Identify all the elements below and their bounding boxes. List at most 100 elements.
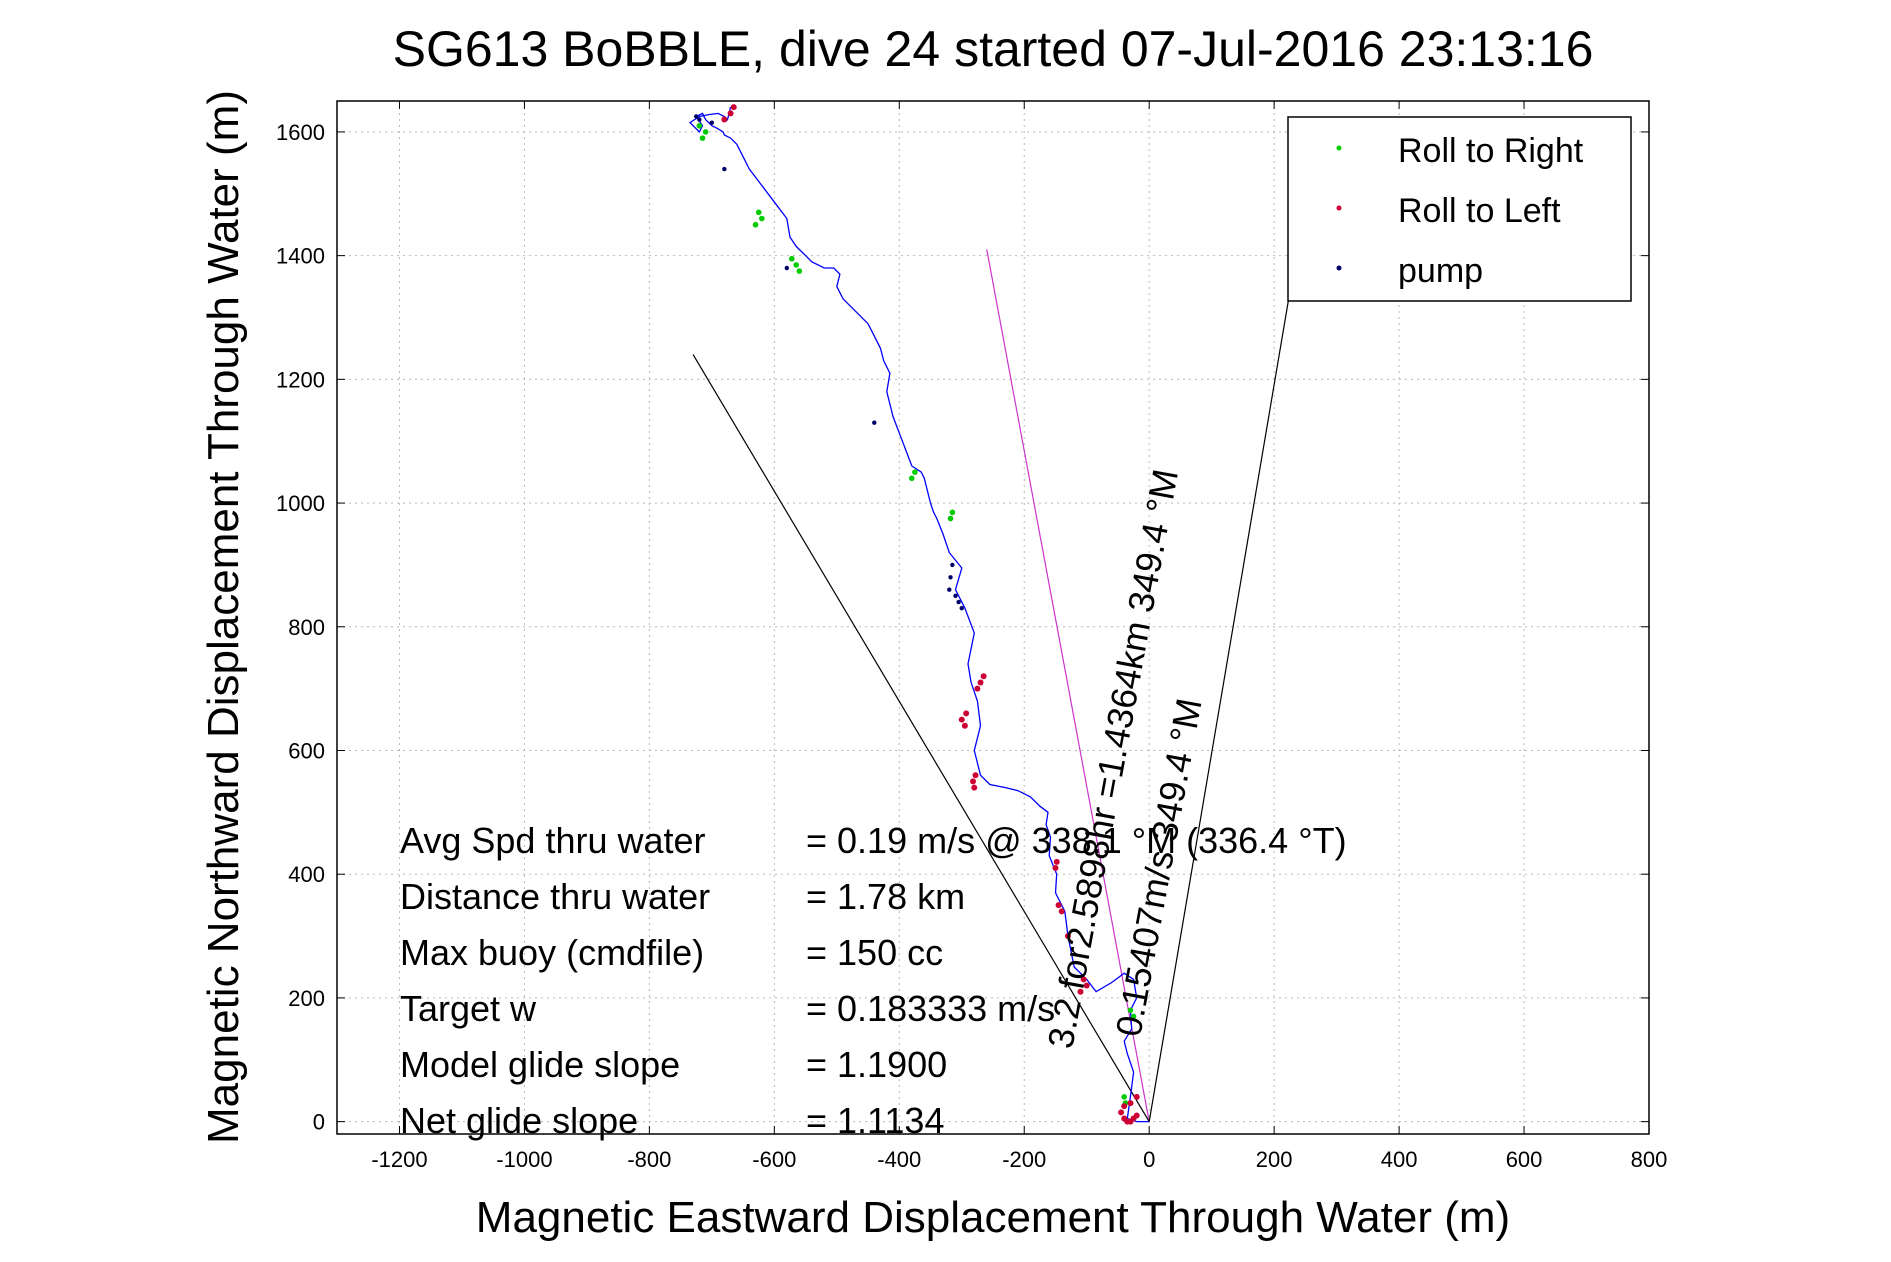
- stat-value: = 1.78 km: [806, 876, 965, 917]
- y-axis-ticks: 0 200 400 600 800 1000 1200 1400 1600: [276, 120, 1649, 1135]
- y-tick-label: 200: [288, 986, 325, 1011]
- stat-label: Avg Spd thru water: [400, 820, 706, 861]
- x-tick-label: -1000: [496, 1147, 552, 1172]
- roll-left-point: [1058, 908, 1065, 915]
- marker-points: [694, 104, 1140, 1125]
- pump-point: [694, 114, 699, 119]
- roll-left-point: [961, 722, 968, 729]
- x-tick-label: -800: [627, 1147, 671, 1172]
- roll-right-point: [699, 135, 706, 141]
- envelope-left: [692, 354, 1150, 1122]
- y-tick-label: 1600: [276, 120, 325, 145]
- roll-right-point: [759, 215, 765, 222]
- legend-items: Roll to Right Roll to Left pump: [1336, 132, 1584, 290]
- pump-point: [948, 575, 953, 580]
- pump-point: [953, 593, 958, 599]
- roll-left-point: [980, 673, 987, 680]
- reference-lines: [692, 249, 1297, 1122]
- legend-box: [1287, 116, 1632, 302]
- x-axis-label: Magnetic Eastward Displacement Through W…: [476, 1193, 1510, 1242]
- pump-point: [947, 587, 952, 592]
- roll-left-point: [1052, 865, 1059, 872]
- legend-marker: [1336, 265, 1342, 271]
- legend-label: Roll to Left: [1398, 192, 1561, 230]
- legend-label: pump: [1398, 252, 1483, 290]
- x-tick-label: 800: [1631, 1147, 1668, 1172]
- roll-left-point: [958, 716, 965, 723]
- envelope-right: [1148, 255, 1297, 1122]
- roll-left-point: [971, 784, 978, 791]
- roll-left-point: [1064, 933, 1071, 940]
- x-tick-label: 600: [1506, 1147, 1543, 1172]
- pump-point: [784, 265, 790, 271]
- roll-right-point: [1127, 1007, 1134, 1014]
- stat-label: Model glide slope: [400, 1044, 680, 1085]
- roll-left-point: [727, 110, 734, 117]
- x-axis-ticks: -1200 -1000 -800 -600 -400 -200 0 200 400 600 800: [371, 101, 1667, 1172]
- legend-marker: [1336, 205, 1342, 211]
- roll-left-point: [977, 679, 984, 686]
- roll-left-point: [730, 104, 737, 111]
- roll-left-point: [1133, 1093, 1140, 1100]
- x-tick-label: 0: [1143, 1147, 1155, 1172]
- roll-left-point: [963, 710, 970, 717]
- roll-left-point: [1053, 858, 1060, 865]
- roll-left-point: [1080, 976, 1087, 983]
- y-tick-label: 1000: [276, 491, 325, 516]
- roll-right-point: [755, 209, 762, 216]
- roll-left-point: [1121, 1115, 1128, 1122]
- heading-line: [986, 249, 1150, 1122]
- y-tick-label: 0: [313, 1110, 325, 1135]
- y-tick-label: 400: [288, 862, 325, 887]
- y-tick-label: 1400: [276, 244, 325, 269]
- roll-right-point: [1130, 1013, 1137, 1020]
- x-tick-label: 400: [1381, 1147, 1418, 1172]
- roll-right-point: [947, 515, 954, 522]
- roll-right-point: [949, 509, 956, 516]
- stat-label: Max buoy (cmdfile): [400, 932, 704, 973]
- roll-right-point: [796, 268, 803, 274]
- legend-marker: [1336, 145, 1342, 151]
- x-tick-label: -200: [1002, 1147, 1046, 1172]
- legend-label: Roll to Right: [1398, 132, 1584, 170]
- roll-left-point: [974, 685, 981, 692]
- plot-frame: [336, 100, 1650, 1135]
- x-tick-label: -600: [752, 1147, 796, 1172]
- roll-right-point: [908, 475, 915, 482]
- roll-left-point: [972, 772, 979, 779]
- pump-point: [697, 117, 702, 122]
- x-tick-label: -400: [877, 1147, 921, 1172]
- pump-point: [956, 599, 961, 605]
- pump-point: [872, 420, 877, 425]
- roll-left-point: [1121, 1103, 1128, 1110]
- stat-value: = 0.183333 m/s: [806, 988, 1055, 1029]
- roll-right-point: [912, 469, 918, 475]
- pump-point: [950, 562, 955, 568]
- stat-label: Net glide slope: [400, 1100, 638, 1141]
- y-axis-label: Magnetic Northward Displacement Through …: [199, 90, 248, 1144]
- pump-point: [959, 606, 964, 611]
- stat-value: = 1.1134: [806, 1100, 944, 1141]
- roll-left-point: [1055, 902, 1062, 909]
- track-line-track: [688, 107, 1150, 1123]
- roll-left-point: [1083, 982, 1090, 989]
- stat-label: Target w: [400, 988, 537, 1029]
- stats-annotations: Avg Spd thru water = 0.19 m/s @ 338.1 °M …: [400, 820, 1347, 1141]
- y-tick-label: 800: [288, 615, 325, 640]
- roll-right-point: [696, 122, 703, 129]
- stat-value: = 150 cc: [806, 932, 943, 973]
- roll-left-point: [1127, 1100, 1134, 1107]
- pump-point: [722, 166, 727, 172]
- roll-right-point: [702, 129, 709, 135]
- pump-point: [709, 120, 715, 125]
- roll-right-point: [1121, 1094, 1127, 1100]
- roll-right-point: [789, 255, 795, 262]
- y-tick-label: 600: [288, 738, 325, 763]
- roll-right-point: [793, 262, 799, 268]
- stat-value: = 0.19 m/s @ 338.1 °M (336.4 °T): [806, 820, 1347, 861]
- stat-value: = 1.1900: [806, 1044, 947, 1085]
- track-layer: [688, 107, 1150, 1123]
- x-tick-label: 200: [1256, 1147, 1293, 1172]
- stat-label: Distance thru water: [400, 876, 710, 917]
